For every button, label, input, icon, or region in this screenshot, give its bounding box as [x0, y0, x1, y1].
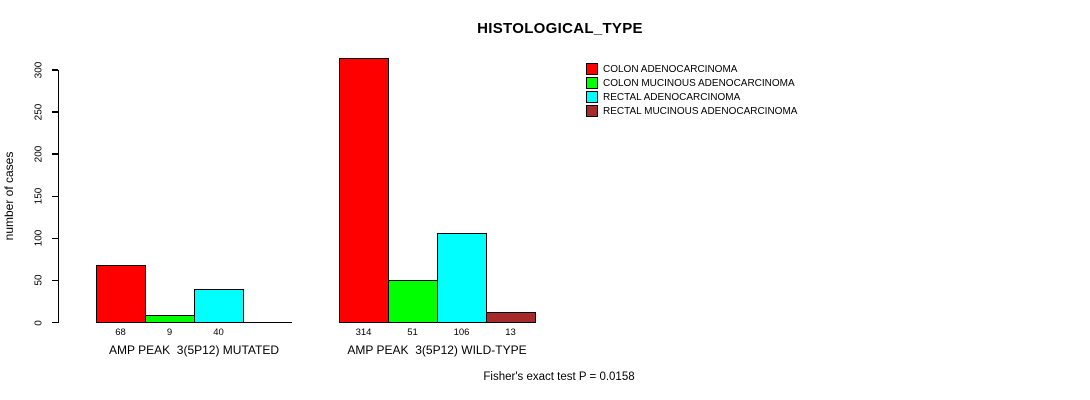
y-axis-tick-label: 50 — [33, 274, 45, 286]
y-axis-tick — [52, 153, 58, 155]
legend-label: COLON ADENOCARCINOMA — [603, 63, 738, 75]
y-axis-tick — [52, 69, 58, 71]
bar — [486, 311, 536, 324]
bar-value-label: 314 — [355, 327, 372, 338]
bar-value-label: 40 — [213, 327, 224, 338]
bar — [388, 279, 438, 324]
legend-item: RECTAL MUCINOUS ADENOCARCINOMA — [586, 104, 797, 118]
bar-value-label: 106 — [453, 327, 470, 338]
legend-item: RECTAL ADENOCARCINOMA — [586, 90, 797, 104]
y-axis-tick-label: 200 — [33, 145, 45, 163]
legend: COLON ADENOCARCINOMA COLON MUCINOUS ADENO… — [586, 62, 797, 118]
bar-value-label: 68 — [115, 327, 126, 338]
bar-value-label: 9 — [166, 327, 173, 338]
legend-swatch — [586, 105, 598, 117]
bar — [437, 233, 487, 324]
y-axis-tick-label: 100 — [33, 229, 45, 247]
y-axis-tick — [52, 279, 58, 282]
fisher-test-annotation: Fisher's exact test P = 0.0158 — [483, 371, 635, 383]
y-axis-tick — [52, 195, 58, 197]
legend-swatch — [586, 91, 598, 103]
bar — [339, 58, 389, 324]
y-axis-line — [58, 70, 60, 323]
legend-label: RECTAL ADENOCARCINOMA — [603, 91, 741, 103]
y-axis-tick-label: 300 — [33, 61, 45, 79]
y-axis-tick — [52, 321, 58, 324]
legend-label: RECTAL MUCINOUS ADENOCARCINOMA — [603, 105, 798, 117]
bar — [96, 265, 146, 324]
legend-swatch — [586, 63, 598, 75]
y-axis-tick-label: 250 — [33, 103, 45, 121]
legend-item: COLON MUCINOUS ADENOCARCINOMA — [586, 76, 797, 90]
legend-item: COLON ADENOCARCINOMA — [586, 62, 797, 76]
group-label: AMP PEAK 3(5P12) MUTATED — [108, 343, 280, 357]
y-axis-tick — [52, 111, 58, 113]
bar-value-label: 51 — [407, 327, 418, 338]
bar — [145, 314, 195, 324]
y-axis-tick — [52, 237, 58, 240]
legend-swatch — [586, 77, 598, 89]
y-axis-tick-label: 0 — [33, 319, 45, 326]
legend-label: COLON MUCINOUS ADENOCARCINOMA — [603, 77, 795, 89]
bar-value-label: 13 — [505, 327, 516, 338]
group-label: AMP PEAK 3(5P12) WILD-TYPE — [347, 343, 527, 357]
chart-title: HISTOLOGICAL_TYPE — [477, 20, 643, 37]
y-axis-tick-label: 150 — [33, 187, 45, 205]
bar — [194, 288, 244, 324]
